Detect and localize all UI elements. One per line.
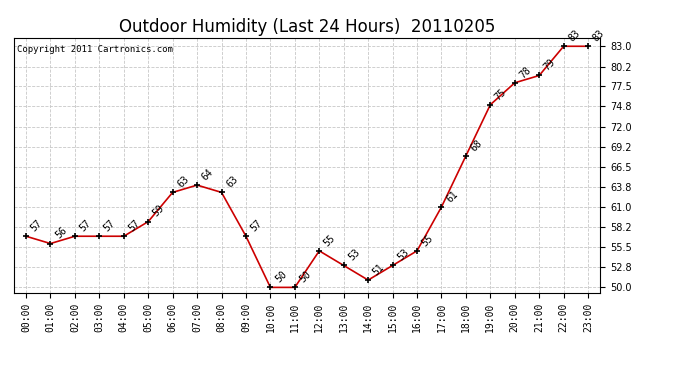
Text: 79: 79: [542, 57, 558, 73]
Text: 57: 57: [126, 218, 142, 234]
Text: 57: 57: [78, 218, 93, 234]
Text: 57: 57: [248, 218, 264, 234]
Text: 53: 53: [395, 247, 411, 263]
Title: Outdoor Humidity (Last 24 Hours)  20110205: Outdoor Humidity (Last 24 Hours) 2011020…: [119, 18, 495, 36]
Text: 78: 78: [518, 64, 533, 80]
Text: 83: 83: [591, 28, 607, 44]
Text: 51: 51: [371, 262, 386, 277]
Text: 55: 55: [420, 233, 435, 248]
Text: 53: 53: [346, 247, 362, 263]
Text: 56: 56: [53, 225, 68, 241]
Text: 59: 59: [151, 204, 166, 219]
Text: 68: 68: [469, 138, 484, 153]
Text: 57: 57: [102, 218, 117, 234]
Text: Copyright 2011 Cartronics.com: Copyright 2011 Cartronics.com: [17, 45, 172, 54]
Text: 55: 55: [322, 233, 337, 248]
Text: 50: 50: [273, 269, 288, 285]
Text: 50: 50: [297, 269, 313, 285]
Text: 63: 63: [175, 174, 191, 190]
Text: 83: 83: [566, 28, 582, 44]
Text: 63: 63: [224, 174, 239, 190]
Text: 61: 61: [444, 189, 460, 204]
Text: 57: 57: [29, 218, 44, 234]
Text: 64: 64: [200, 167, 215, 182]
Text: 75: 75: [493, 87, 509, 102]
